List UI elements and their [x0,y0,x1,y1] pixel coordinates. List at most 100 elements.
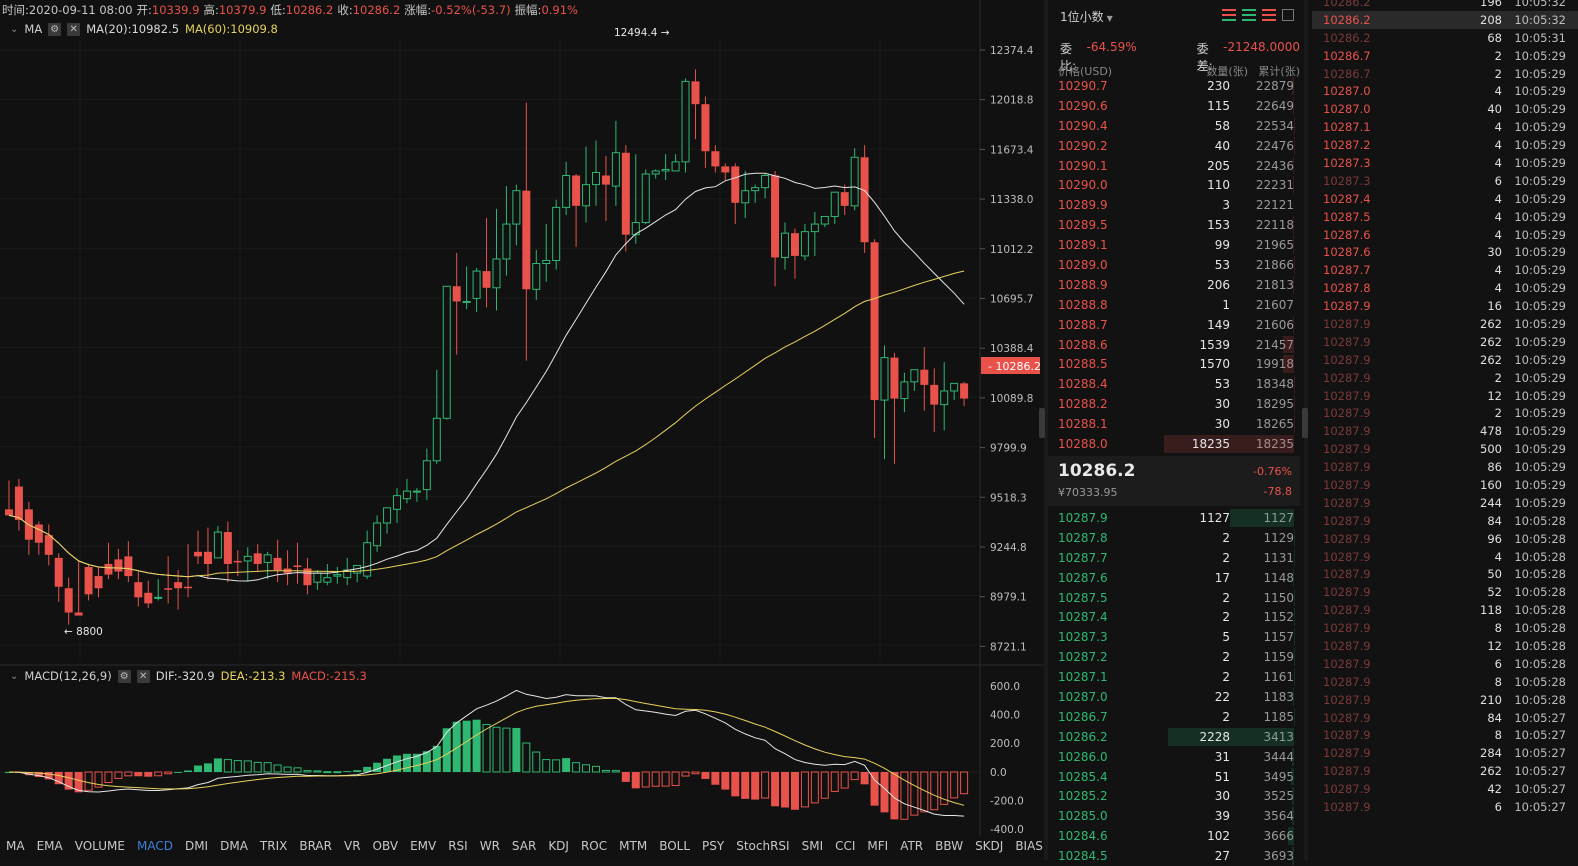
tab-volume[interactable]: VOLUME [69,839,131,853]
macd-bar [294,768,301,772]
collapse-handle-2[interactable] [1302,408,1308,438]
tab-smi[interactable]: SMI [796,839,830,853]
tab-bbw[interactable]: BBW [929,839,969,853]
both-sides-view-icon[interactable] [1222,9,1236,21]
trade-amount: 4 [1412,210,1502,224]
expand-icon[interactable] [1282,9,1294,21]
macd-bar [821,772,828,798]
tab-ema[interactable]: EMA [31,839,69,853]
trade-time: 10:05:29 [1502,228,1566,242]
tab-dma[interactable]: DMA [214,839,254,853]
trade-amount: 160 [1412,478,1502,492]
tab-ma[interactable]: MA [0,839,31,853]
candle-body [274,558,282,570]
tab-dmi[interactable]: DMI [179,839,214,853]
tab-stochrsi[interactable]: StochRSI [730,839,795,853]
candle-body [254,553,262,564]
candle-body [543,260,550,263]
tab-rsi[interactable]: RSI [442,839,474,853]
tab-vr[interactable]: VR [338,839,367,853]
tab-roc[interactable]: ROC [575,839,613,853]
tab-mtm[interactable]: MTM [613,839,653,853]
order-amount: 1539 [1148,338,1238,352]
order-amount: 30 [1148,789,1238,803]
trade-time: 10:05:28 [1502,514,1566,528]
candlestick-chart[interactable]: 12374.412018.811673.411338.011012.210695… [0,0,1044,836]
order-price: 10288.5 [1048,357,1148,371]
asks-only-view-icon[interactable] [1262,9,1276,21]
order-amount: 18235 [1148,437,1238,451]
candle-body [672,162,679,171]
tab-atr[interactable]: ATR [894,839,929,853]
tab-skdj[interactable]: SKDJ [969,839,1009,853]
tab-boll[interactable]: BOLL [653,839,696,853]
kline-chart-panel[interactable]: 时间:2020-09-11 08:00 开:10339.9 高:10379.9 … [0,0,1044,860]
trade-time: 10:05:29 [1502,460,1566,474]
tab-obv[interactable]: OBV [367,839,405,853]
tab-bias[interactable]: BIAS [1009,839,1049,853]
bids-only-view-icon[interactable] [1242,9,1256,21]
macd-bar [403,754,411,772]
candle-body [314,573,321,582]
trade-time: 10:05:27 [1502,728,1566,742]
precision-select[interactable]: 1位小数▼ [1060,8,1113,25]
order-price: 10287.7 [1048,551,1148,565]
tab-brar[interactable]: BRAR [293,839,338,853]
trade-amount: 52 [1412,585,1502,599]
tab-kdj[interactable]: KDJ [542,839,575,853]
tab-macd[interactable]: MACD [131,839,179,853]
trade-price: 10287.6 [1312,228,1412,242]
tab-cci[interactable]: CCI [829,839,861,853]
tab-sar[interactable]: SAR [506,839,542,853]
trade-amount: 2 [1412,67,1502,81]
macd-axis-label: -200.0 [990,795,1024,807]
collapse-handle[interactable] [1039,408,1045,438]
tab-psy[interactable]: PSY [696,839,730,853]
trade-price: 10287.5 [1312,210,1412,224]
tab-trix[interactable]: TRIX [254,839,293,853]
candle-body [861,157,869,242]
tab-mfi[interactable]: MFI [861,839,894,853]
tab-emv[interactable]: EMV [404,839,442,853]
tab-wr[interactable]: WR [474,839,506,853]
